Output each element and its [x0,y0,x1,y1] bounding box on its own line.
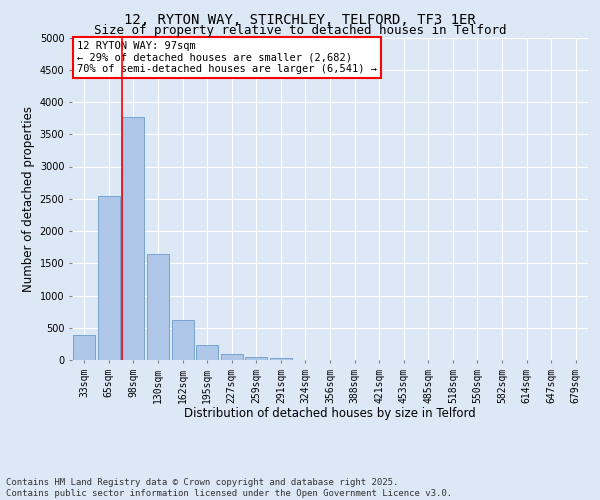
Y-axis label: Number of detached properties: Number of detached properties [22,106,35,292]
Bar [270,358,292,360]
Bar [122,118,145,360]
X-axis label: Distribution of detached houses by size in Telford: Distribution of detached houses by size … [184,407,476,420]
Text: Contains HM Land Registry data © Crown copyright and database right 2025.
Contai: Contains HM Land Registry data © Crown c… [6,478,452,498]
Bar [196,344,218,360]
Bar [98,196,120,360]
Bar [73,336,95,360]
Bar [245,357,268,360]
Text: 12 RYTON WAY: 97sqm
← 29% of detached houses are smaller (2,682)
70% of semi-det: 12 RYTON WAY: 97sqm ← 29% of detached ho… [77,40,377,74]
Text: Size of property relative to detached houses in Telford: Size of property relative to detached ho… [94,24,506,37]
Bar [147,254,169,360]
Bar [172,320,194,360]
Text: 12, RYTON WAY, STIRCHLEY, TELFORD, TF3 1ER: 12, RYTON WAY, STIRCHLEY, TELFORD, TF3 1… [124,12,476,26]
Bar [221,354,243,360]
